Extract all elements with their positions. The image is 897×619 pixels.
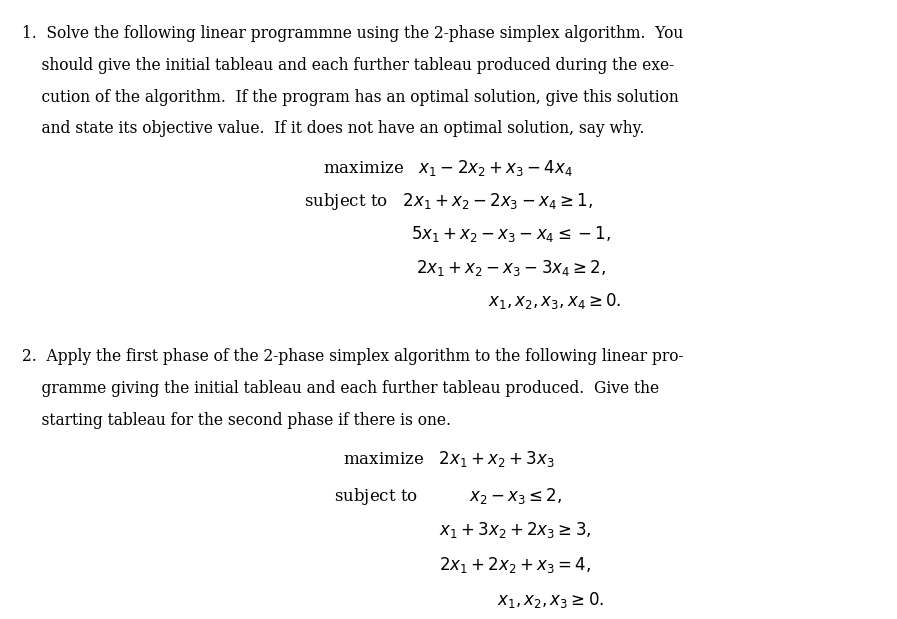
Text: $5x_1 + x_2 - x_3 - x_4 \leq -1,$: $5x_1 + x_2 - x_3 - x_4 \leq -1,$: [411, 225, 611, 245]
Text: 2.  Apply the first phase of the 2-phase simplex algorithm to the following line: 2. Apply the first phase of the 2-phase …: [22, 348, 684, 365]
Text: $x_1 + 3x_2 + 2x_3 \geq 3,$: $x_1 + 3x_2 + 2x_3 \geq 3,$: [439, 521, 591, 540]
Text: should give the initial tableau and each further tableau produced during the exe: should give the initial tableau and each…: [22, 57, 675, 74]
Text: $x_1, x_2, x_3 \geq 0.$: $x_1, x_2, x_3 \geq 0.$: [497, 590, 605, 610]
Text: $2x_1 + 2x_2 + x_3 = 4,$: $2x_1 + 2x_2 + x_3 = 4,$: [440, 555, 591, 575]
Text: starting tableau for the second phase if there is one.: starting tableau for the second phase if…: [22, 412, 451, 428]
Text: and state its objective value.  If it does not have an optimal solution, say why: and state its objective value. If it doe…: [22, 120, 644, 137]
Text: maximize   $x_1 - 2x_2 + x_3 - 4x_4$: maximize $x_1 - 2x_2 + x_3 - 4x_4$: [324, 158, 573, 178]
Text: cution of the algorithm.  If the program has an optimal solution, give this solu: cution of the algorithm. If the program …: [22, 89, 679, 106]
Text: subject to          $x_2 - x_3 \leq 2,$: subject to $x_2 - x_3 \leq 2,$: [335, 486, 562, 507]
Text: gramme giving the initial tableau and each further tableau produced.  Give the: gramme giving the initial tableau and ea…: [22, 380, 659, 397]
Text: $2x_1 + x_2 - x_3 - 3x_4 \geq 2,$: $2x_1 + x_2 - x_3 - 3x_4 \geq 2,$: [415, 258, 605, 278]
Text: $x_1, x_2, x_3, x_4 \geq 0.$: $x_1, x_2, x_3, x_4 \geq 0.$: [488, 291, 622, 311]
Text: 1.  Solve the following linear programmne using the 2-phase simplex algorithm.  : 1. Solve the following linear programmne…: [22, 25, 684, 43]
Text: subject to   $2x_1 + x_2 - 2x_3 - x_4 \geq 1,$: subject to $2x_1 + x_2 - 2x_3 - x_4 \geq…: [304, 191, 593, 212]
Text: maximize   $2x_1 + x_2 + 3x_3$: maximize $2x_1 + x_2 + 3x_3$: [343, 449, 554, 469]
